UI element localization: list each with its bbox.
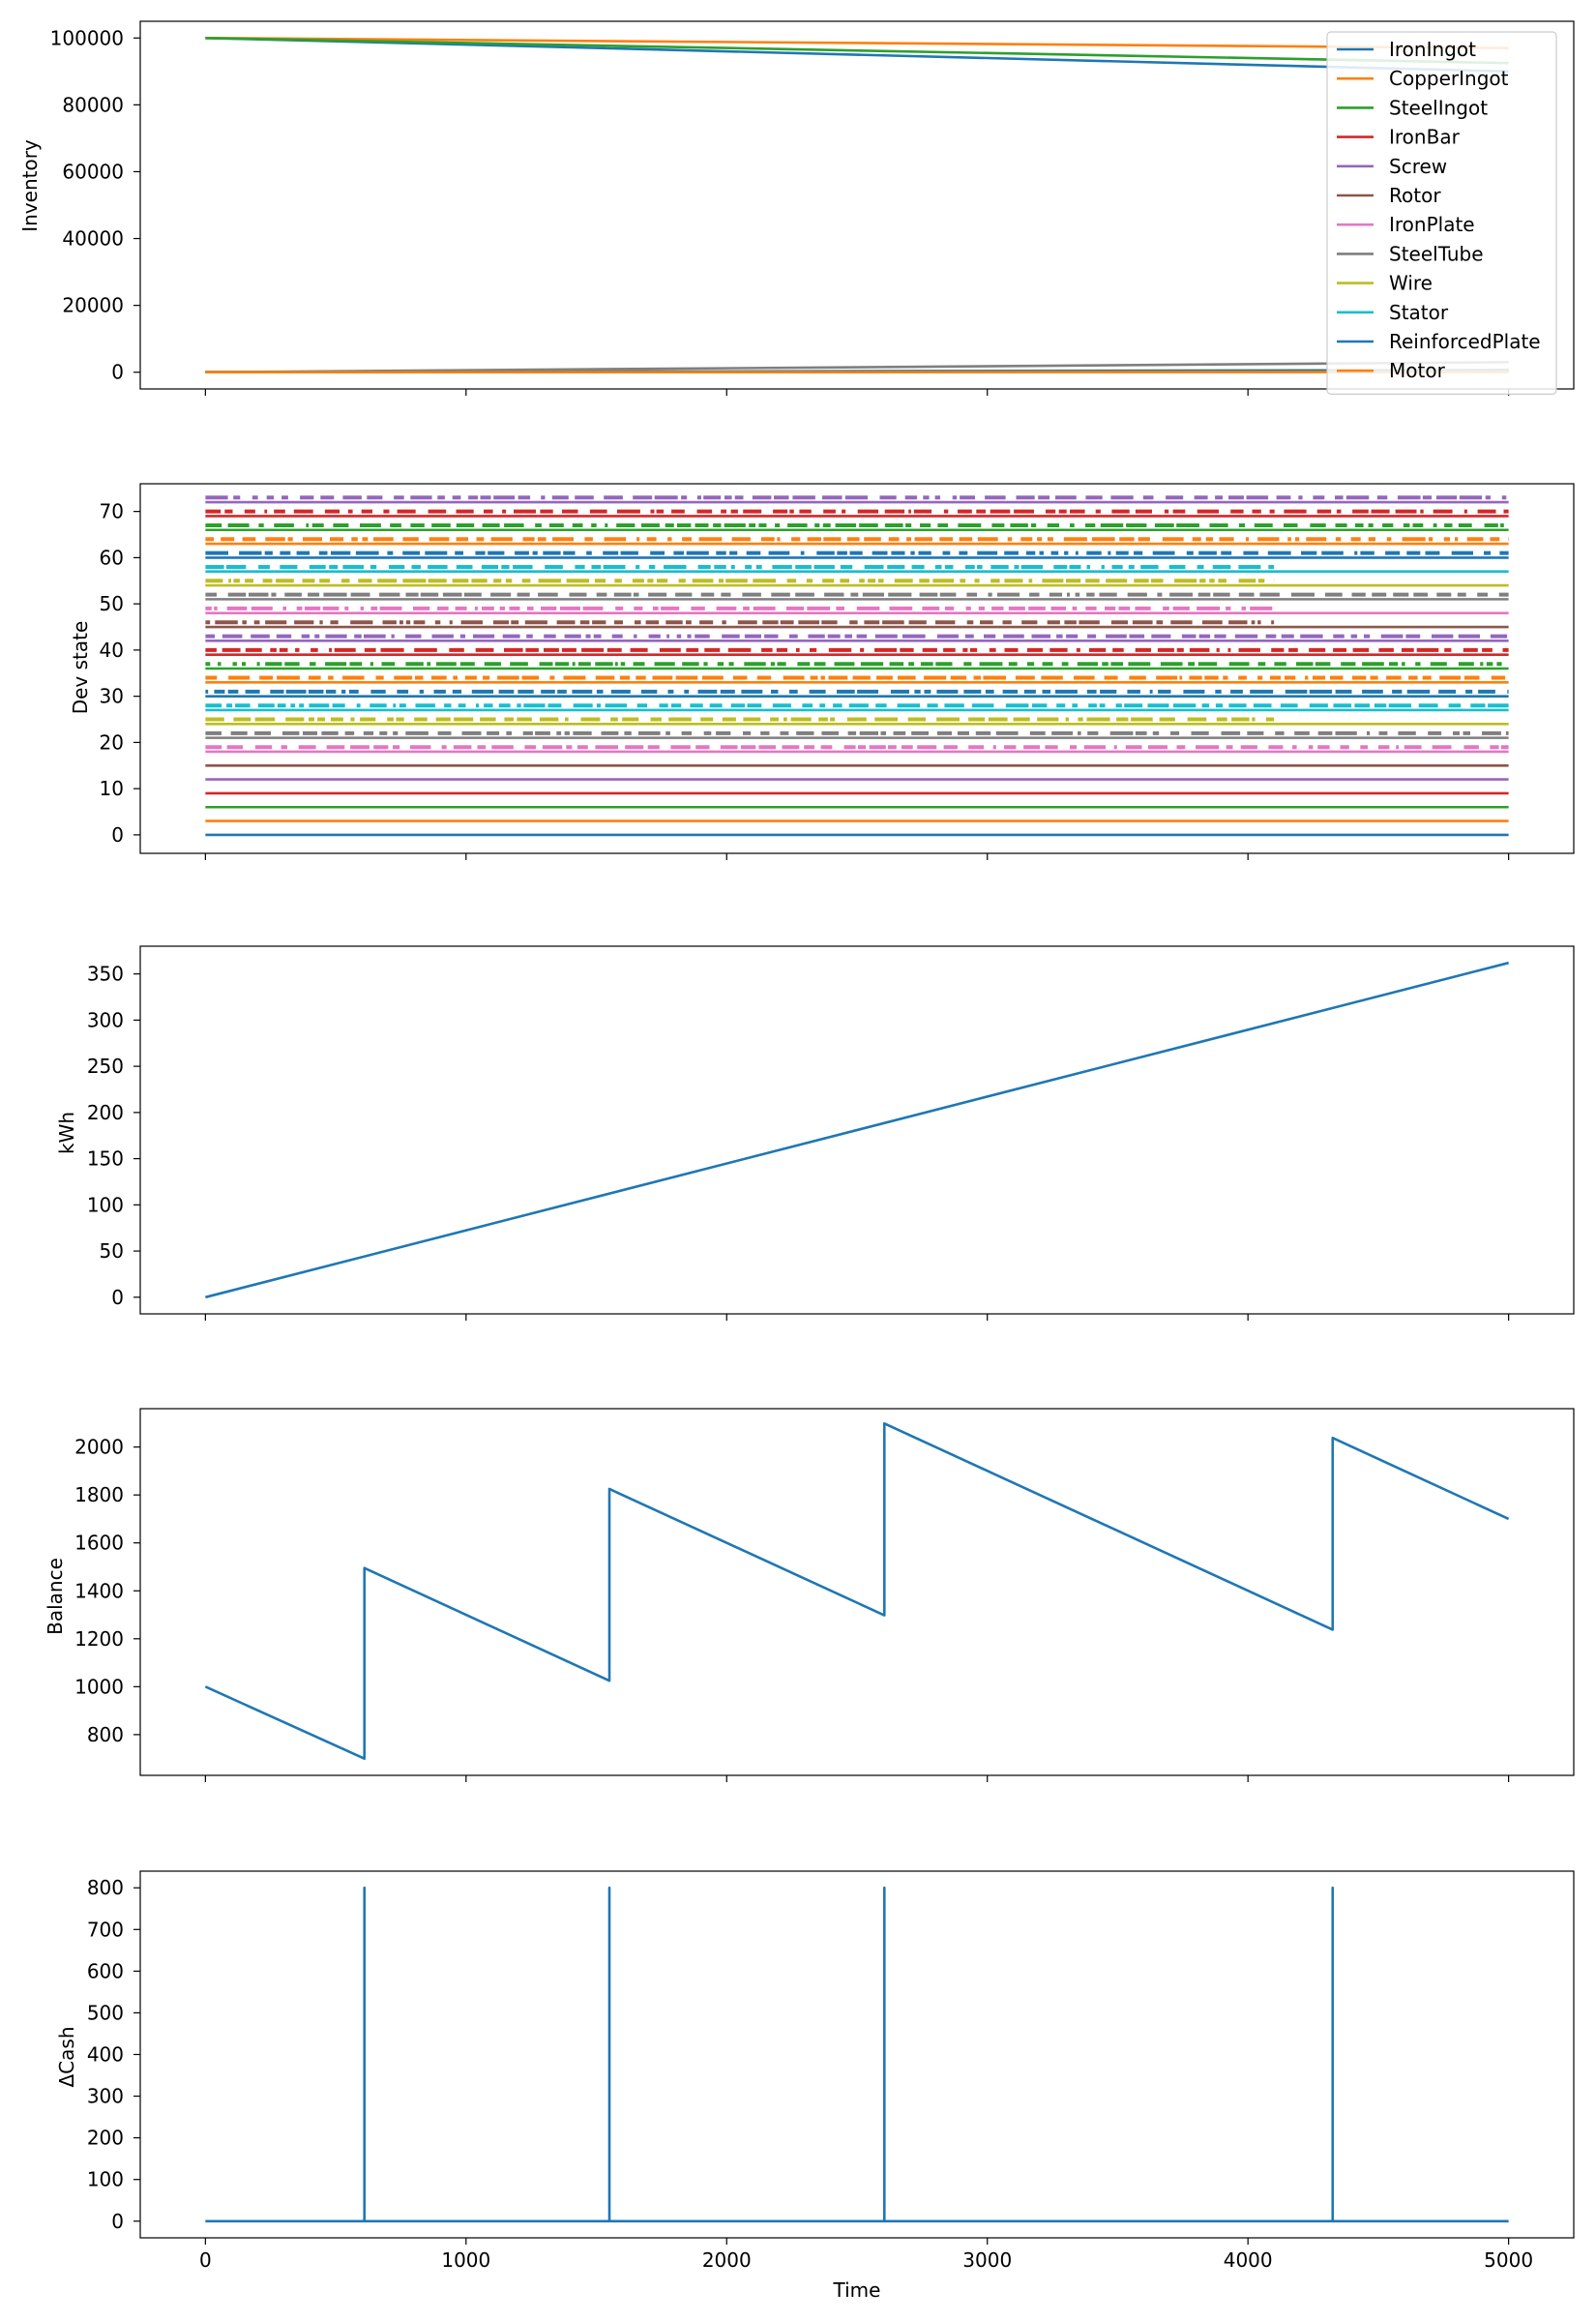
time-xlabel: Time [833,2278,881,2302]
axes-frame [139,1408,1575,1776]
x-tick-label: 4000 [1224,2248,1273,2272]
y-tick-label: 60000 [62,160,124,183]
legend-entry: IronPlate [1389,213,1475,236]
y-tick-label: 800 [87,1723,124,1746]
delta-cash-panel: ΔCash Time 0 100 200 300 400 500 600 700 800 0 100… [55,1870,1575,2302]
x-tick-label: 0 [199,2248,212,2272]
x-tick-label: 1000 [441,2248,490,2272]
y-tick-label: 1800 [74,1483,124,1506]
axes-frame [139,20,1575,390]
y-tick-label: 20 [100,730,124,754]
kwh-panel: kWh 0 50 100 150 200 250 300 350 [55,945,1575,1321]
y-tick-label: 1400 [74,1579,124,1602]
y-tick-label: 500 [87,2001,124,2024]
legend: IronIngot CopperIngot SteelIngot IronBar Scr… [1326,31,1557,395]
y-tick-label: 300 [87,2085,124,2108]
plot-area [205,495,1509,837]
y-tick-label: 50 [100,1239,124,1263]
y-tick-label: 350 [87,963,124,986]
y-tick-label: 150 [87,1147,124,1171]
series-line-ironingot [205,36,1509,74]
y-tick-label: 2000 [74,1436,124,1459]
y-tick-label: 1600 [74,1532,124,1555]
legend-entry: Rotor [1389,184,1441,207]
balance-ylabel: Balance [44,1558,67,1635]
plot-area [205,36,1509,374]
y-tick-label: 80000 [62,93,124,116]
y-tick-label: 200 [87,1101,124,1124]
y-tick-label: 250 [87,1055,124,1078]
legend-entry: Wire [1389,272,1433,295]
dev-state-ylabel: Dev state [69,621,92,715]
plot-area [204,1422,1510,1760]
y-tick-label: 70 [100,500,124,523]
y-tick-label: 40000 [62,227,124,251]
legend-entry: SteelTube [1389,242,1484,265]
plot-area [205,961,1509,1299]
y-tick-label: 200 [87,2127,124,2150]
y-tick-label: 50 [100,592,124,615]
series-line-steeltube [205,361,1509,374]
plot-area [205,1886,1509,2223]
legend-box [1326,31,1557,395]
legend-entry: CopperIngot [1389,67,1509,90]
axes-frame [139,1870,1575,2239]
x-tick-label: 3000 [962,2248,1012,2272]
y-tick-label: 800 [87,1876,124,1899]
y-tick-label: 100 [87,2168,124,2191]
series-line [204,1422,1510,1760]
delta-cash-ylabel: ΔCash [55,2027,78,2088]
inventory-panel: Inventory 0 20000 40000 60000 80000 100000 Iro… [18,20,1575,396]
legend-entry: Stator [1389,301,1449,324]
y-tick-label: 40 [100,639,124,662]
x-tick-label: 2000 [702,2248,752,2272]
legend-entry: ReinforcedPlate [1389,330,1541,353]
y-tick-label: 100000 [50,26,124,49]
y-tick-label: 10 [100,777,124,800]
y-tick-label: 1000 [74,1675,124,1698]
y-tick-label: 0 [111,1286,124,1309]
y-tick-label: 1200 [74,1627,124,1651]
y-tick-label: 400 [87,2043,124,2067]
axes-frame [139,483,1575,854]
y-tick-label: 0 [111,823,124,847]
y-tick-label: 300 [87,1008,124,1031]
series-line [205,961,1509,1299]
axes-frame [139,945,1575,1315]
legend-entry: IronIngot [1389,38,1476,61]
y-tick-label: 30 [100,685,124,708]
series-line-steelingot [205,36,1509,65]
balance-panel: Balance 800 1000 1200 1400 1600 1800 2000 [44,1408,1575,1782]
y-tick-label: 20000 [62,294,124,317]
legend-entry: IronBar [1389,126,1461,149]
y-tick-label: 0 [111,361,124,384]
y-tick-label: 60 [100,546,124,569]
x-tick-label: 5000 [1484,2248,1533,2272]
inventory-ylabel: Inventory [18,139,42,232]
legend-entry: SteelIngot [1389,96,1488,119]
dev-state-panel: Dev state 0 10 20 30 40 50 60 70 [69,483,1575,860]
series-line-copperingot [205,36,1509,49]
y-tick-label: 0 [111,2210,124,2233]
legend-entry: Motor [1389,359,1446,382]
legend-entry: Screw [1389,155,1447,178]
series-line [205,1886,1509,2223]
y-tick-label: 700 [87,1918,124,1941]
y-tick-label: 600 [87,1959,124,1982]
kwh-ylabel: kWh [55,1112,78,1154]
y-tick-label: 100 [87,1193,124,1216]
